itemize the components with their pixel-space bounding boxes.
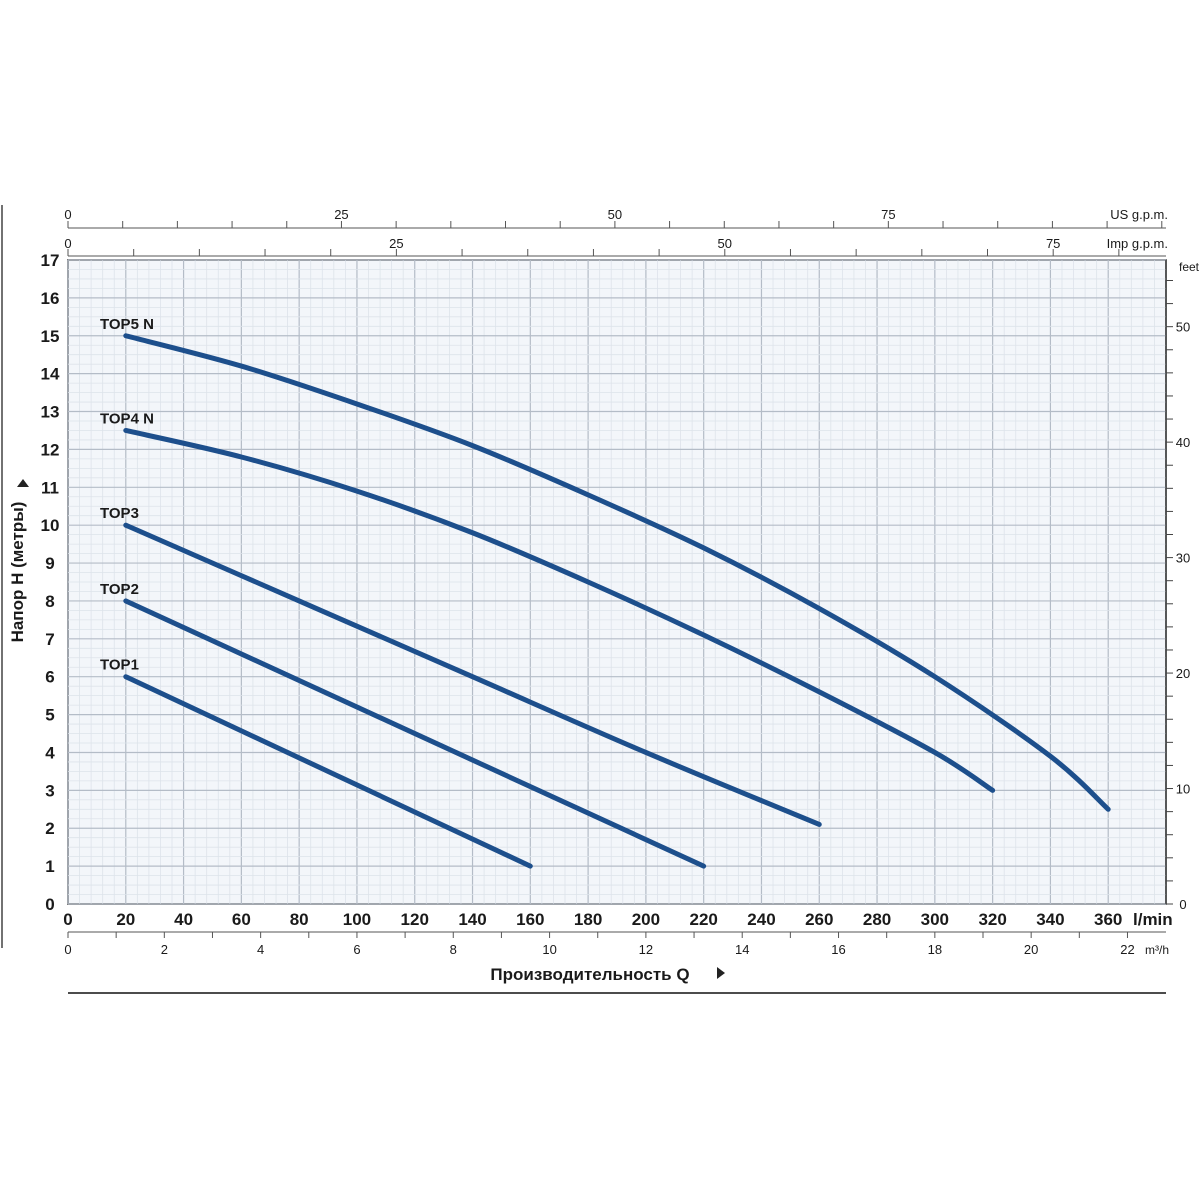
m3h-tick-label: 2: [161, 942, 168, 957]
y-tick-label: 11: [41, 478, 59, 497]
us-gpm-tick-label: 75: [881, 207, 895, 222]
y-tick-label: 3: [45, 781, 54, 800]
x-tick-label: 40: [174, 910, 193, 929]
y-tick-label: 13: [41, 403, 60, 422]
x-tick-label: 340: [1036, 910, 1064, 929]
m3h-tick-label: 14: [735, 942, 749, 957]
y-axis-arrow-icon: [17, 479, 29, 487]
feet-axis-label: feet: [1179, 260, 1200, 274]
y-tick-label: 9: [45, 554, 54, 573]
y-tick-label: 1: [45, 857, 54, 876]
x-tick-label: 140: [458, 910, 486, 929]
y-tick-label: 7: [45, 630, 54, 649]
us-gpm-axis-label: US g.p.m.: [1110, 207, 1168, 222]
chart-axes: 0 25 50 75 US g.p.m.0 25 50 75 Imp g.p.m.0 20 40 60…: [41, 207, 1200, 957]
y-tick-label: 5: [45, 706, 54, 725]
series-label-top5-n: TOP5 N: [100, 316, 154, 333]
x-tick-label: 60: [232, 910, 251, 929]
series-label-top3: TOP3: [100, 505, 139, 522]
series-line-top4-n: [123, 427, 996, 793]
x-tick-label: 80: [290, 910, 309, 929]
y-tick-label: 4: [45, 743, 55, 762]
m3h-tick-label: 22: [1120, 942, 1134, 957]
m3h-tick-label: 16: [831, 942, 845, 957]
x-tick-label: 320: [978, 910, 1006, 929]
feet-tick-label: 50: [1176, 320, 1190, 335]
chart-frame: [1, 205, 1167, 994]
m3h-tick-label: 6: [353, 942, 360, 957]
feet-tick-label: 0: [1179, 897, 1186, 912]
m3h-tick-label: 10: [542, 942, 556, 957]
imp-gpm-tick-label: 0: [64, 236, 71, 251]
y-tick-label: 16: [41, 289, 60, 308]
chart-series: [123, 333, 1111, 869]
x-tick-label: 220: [689, 910, 717, 929]
imp-gpm-tick-label: 25: [389, 236, 403, 251]
x-unit-label: l/min: [1133, 910, 1173, 929]
m3h-axis-label: m³/h: [1145, 943, 1169, 957]
imp-gpm-axis-label: Imp g.p.m.: [1107, 236, 1168, 251]
x-axis-arrow-icon: [717, 967, 725, 979]
x-tick-label: 200: [632, 910, 660, 929]
us-gpm-tick-label: 0: [64, 207, 71, 222]
x-tick-label: 0: [63, 910, 72, 929]
y-tick-label: 17: [41, 251, 60, 270]
m3h-tick-label: 18: [928, 942, 942, 957]
series-line-top1: [123, 674, 533, 869]
x-axis-title: Производительность Q: [490, 965, 689, 984]
y-tick-label: 12: [41, 440, 60, 459]
m3h-tick-label: 12: [639, 942, 653, 957]
series-line-top3: [123, 522, 822, 827]
x-tick-label: 20: [116, 910, 135, 929]
series-label-top4-n: TOP4 N: [100, 410, 154, 427]
x-tick-label: 120: [401, 910, 429, 929]
series-line-top5-n: [123, 333, 1111, 812]
x-tick-label: 180: [574, 910, 602, 929]
m3h-tick-label: 4: [257, 942, 264, 957]
series-label-top1: TOP1: [100, 657, 139, 674]
feet-tick-label: 20: [1176, 666, 1190, 681]
feet-tick-label: 10: [1176, 782, 1190, 797]
chart-labels: Напор H (метры) Производительность Q TOP1 T…: [8, 316, 725, 984]
imp-gpm-tick-label: 50: [718, 236, 732, 251]
y-tick-label: 15: [41, 327, 60, 346]
x-tick-label: 160: [516, 910, 544, 929]
imp-gpm-tick-label: 75: [1046, 236, 1060, 251]
y-tick-label: 6: [45, 668, 54, 687]
series-label-top2: TOP2: [100, 581, 139, 598]
x-tick-label: 240: [747, 910, 775, 929]
x-tick-label: 300: [921, 910, 949, 929]
us-gpm-tick-label: 50: [608, 207, 622, 222]
series-line-top2: [123, 598, 707, 869]
m3h-tick-label: 20: [1024, 942, 1038, 957]
y-tick-label: 10: [41, 516, 60, 535]
y-tick-label: 8: [45, 592, 54, 611]
y-tick-label: 0: [45, 895, 54, 914]
feet-tick-label: 40: [1176, 435, 1190, 450]
m3h-tick-label: 0: [64, 942, 71, 957]
us-gpm-tick-label: 25: [334, 207, 348, 222]
feet-tick-label: 30: [1176, 551, 1190, 566]
x-tick-label: 280: [863, 910, 891, 929]
y-tick-label: 14: [41, 365, 60, 384]
x-tick-label: 100: [343, 910, 371, 929]
x-tick-label: 260: [805, 910, 833, 929]
x-tick-label: 360: [1094, 910, 1122, 929]
m3h-tick-label: 8: [450, 942, 457, 957]
y-tick-label: 2: [45, 819, 54, 838]
y-axis-title: Напор H (метры): [8, 502, 27, 643]
